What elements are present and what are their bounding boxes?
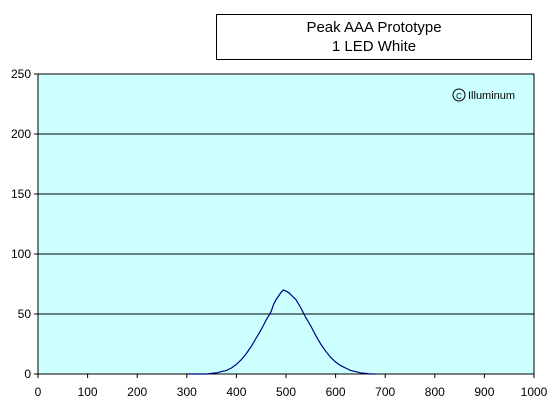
watermark: C Illuminum	[452, 88, 515, 102]
x-tick-label: 300	[177, 385, 197, 399]
y-tick-label: 0	[24, 367, 31, 381]
x-tick-label: 700	[375, 385, 395, 399]
data-layer	[186, 289, 376, 375]
chart-title-line-1: Peak AAA Prototype	[306, 19, 442, 36]
chart-title-box: Peak AAA Prototype 1 LED White	[216, 14, 532, 60]
y-tick-label: 200	[11, 127, 31, 141]
series-line-0	[186, 289, 376, 375]
copyright-symbol: C	[456, 92, 462, 101]
x-tick-label: 500	[276, 385, 296, 399]
y-tick-label: 100	[11, 247, 31, 261]
y-axis: 0 50 100 150 200 250	[11, 67, 38, 381]
x-tick-label: 600	[326, 385, 346, 399]
x-tick-label: 400	[226, 385, 246, 399]
chart-title-line-2: 1 LED White	[331, 38, 417, 55]
plot-area	[37, 73, 535, 375]
x-axis: 0 100 200 300 400 500 600 700 800 900 1000	[35, 374, 548, 399]
x-tick-label: 800	[425, 385, 445, 399]
x-tick-label: 900	[474, 385, 494, 399]
y-tick-label: 150	[11, 187, 31, 201]
y-tick-label: 250	[11, 67, 31, 81]
watermark-text: Illuminum	[468, 90, 515, 102]
copyright-icon	[452, 88, 466, 102]
x-tick-label: 200	[127, 385, 147, 399]
y-tick-label: 50	[18, 307, 32, 321]
x-tick-label: 1000	[521, 385, 548, 399]
x-tick-label: 0	[35, 385, 42, 399]
gridlines	[38, 73, 534, 315]
x-tick-label: 100	[78, 385, 98, 399]
